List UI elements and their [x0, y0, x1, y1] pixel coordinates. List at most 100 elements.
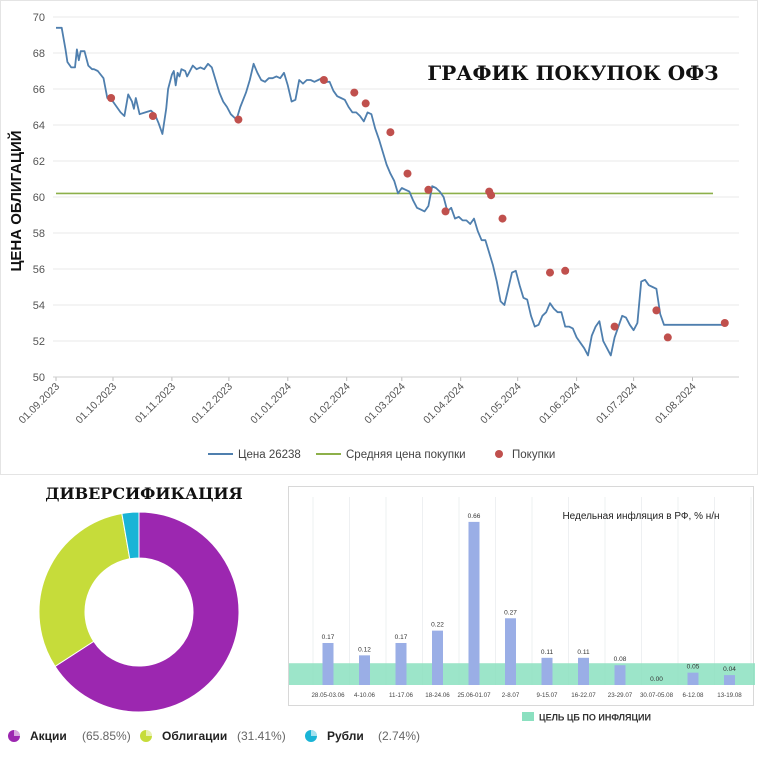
inflation-value-label: 0.11 — [577, 649, 590, 656]
donut-legend: Акции (65.85%) Облигации (31.41%) Рубли (2.74… — [0, 722, 758, 752]
donut-slice — [54, 511, 240, 713]
purchase-point — [234, 115, 243, 124]
x-tick-label: 01.11.2023 — [133, 381, 178, 426]
y-tick-label: 68 — [33, 48, 45, 60]
donut-slices — [38, 511, 240, 713]
purchase-point — [361, 99, 370, 108]
ofz-chart-panel: 50 52 54 56 58 60 62 64 66 68 70 01.09.2023 01.10.2… — [0, 0, 758, 475]
purchase-point — [350, 88, 359, 97]
ofz-price-chart: 50 52 54 56 58 60 62 64 66 68 70 01.09.2023 01.10.2… — [7, 12, 739, 461]
inflation-value-label: 0.05 — [687, 664, 700, 671]
y-tick-label: 54 — [33, 300, 45, 312]
legend-dot-highlight — [311, 730, 317, 736]
inflation-category-label: 2-8.07 — [502, 692, 520, 699]
inflation-category-label: 16-22.07 — [571, 692, 596, 699]
donut-slice — [121, 511, 140, 560]
y-gridlines — [53, 16, 739, 381]
diversification-panel: ДИВЕРСИФИКАЦИЯ — [0, 478, 285, 758]
inflation-legend-svg: ЦЕЛЬ ЦБ ПО ИНФЛЯЦИИ — [522, 712, 651, 723]
inflation-gridlines — [312, 497, 752, 685]
inflation-category-label: 9-15.07 — [537, 692, 559, 699]
purchase-point — [424, 185, 433, 194]
inflation-bar — [541, 657, 553, 685]
purchase-point — [487, 191, 496, 200]
y-tick-labels: 50 52 54 56 58 60 62 64 66 68 70 — [33, 12, 45, 384]
inflation-title: Недельная инфляция в РФ, % н/н — [562, 510, 719, 522]
cb-target-band — [289, 663, 755, 685]
y-tick-label: 60 — [33, 192, 45, 204]
target-band-swatch — [522, 712, 534, 721]
purchase-point — [546, 268, 554, 277]
inflation-value-label: 0.12 — [358, 646, 371, 653]
inflation-category-label: 4-10.06 — [354, 692, 376, 699]
donut-slice — [38, 512, 131, 668]
inflation-category-label: 23-29.07 — [608, 692, 633, 699]
inflation-value-label: 0.66 — [468, 513, 481, 520]
y-tick-label: 66 — [33, 84, 45, 96]
purchase-point — [386, 128, 395, 137]
chart-legend: Цена 26238 Средняя цена покупки Покупки — [208, 449, 555, 461]
x-tick-label: 01.06.2024 — [537, 381, 583, 427]
purchase-point — [319, 76, 328, 84]
y-tick-label: 70 — [33, 12, 45, 24]
inflation-bar — [395, 642, 407, 685]
inflation-category-label: 18-24.06 — [425, 692, 450, 699]
price-line — [56, 26, 725, 357]
legend-pct: (31.41%) — [237, 729, 286, 743]
legend-dot-highlight — [146, 730, 152, 736]
y-tick-label: 62 — [33, 156, 45, 168]
inflation-category-label: 30.07-05.08 — [640, 692, 674, 699]
inflation-value-label: 0.08 — [614, 656, 627, 663]
purchase-point — [663, 333, 672, 342]
purchase-point — [720, 319, 729, 327]
x-tick-label: 01.05.2024 — [478, 381, 524, 427]
purchase-point — [403, 169, 412, 178]
purchase-point — [610, 322, 619, 331]
inflation-bar — [432, 630, 443, 685]
x-tick-label: 01.10.2023 — [73, 381, 119, 427]
inflation-value-label: 0.04 — [723, 666, 736, 673]
inflation-category-label: 28.05-03.06 — [311, 692, 345, 699]
legend-avg-label: Средняя цена покупки — [346, 449, 466, 461]
inflation-category-labels: 28.05-03.06 4-10.06 11-17.06 18-24.06 25.06-… — [311, 692, 742, 699]
legend-pct: (2.74%) — [378, 729, 420, 743]
donut-title: ДИВЕРСИФИКАЦИЯ — [45, 484, 243, 503]
purchase-point — [498, 214, 507, 223]
inflation-value-label: 0.22 — [431, 622, 444, 629]
y-tick-label: 58 — [33, 228, 45, 240]
purchase-point — [441, 207, 450, 216]
diversification-donut: ДИВЕРСИФИКАЦИЯ — [38, 484, 243, 713]
y-tick-label: 50 — [33, 372, 45, 384]
x-tick-label: 01.09.2023 — [16, 381, 62, 427]
x-tick-label: 01.04.2024 — [421, 381, 467, 427]
y-axis-label: ЦЕНА ОБЛИГАЦИЙ — [7, 130, 25, 271]
donut-legend-svg: Акции (65.85%) Облигации (31.41%) Рубли (2.74… — [8, 729, 420, 743]
inflation-bar — [578, 657, 589, 685]
y-tick-label: 52 — [33, 336, 45, 348]
legend-buy-label: Покупки — [512, 449, 555, 461]
inflation-category-label: 13-19.08 — [717, 692, 742, 699]
inflation-value-label: 0.27 — [504, 609, 517, 616]
legend-label: Облигации — [162, 729, 227, 743]
inflation-bar — [359, 655, 370, 685]
x-tick-label: 01.12.2023 — [189, 381, 235, 427]
y-tick-label: 64 — [33, 120, 45, 132]
target-band-rect — [289, 663, 755, 685]
inflation-bar — [614, 665, 626, 685]
inflation-bar — [687, 672, 699, 685]
inflation-bars: 0.17 0.12 0.17 0.22 0.66 0.27 0.11 0.11 0.08 0.00… — [322, 513, 736, 685]
legend-label: Рубли — [327, 729, 364, 743]
inflation-value-label: 0.17 — [322, 634, 335, 641]
legend-price-label: Цена 26238 — [238, 449, 301, 461]
x-tick-label: 01.02.2024 — [307, 381, 353, 427]
x-tick-labels: 01.09.2023 01.10.2023 01.11.2023 01.12.2023… — [16, 381, 698, 427]
inflation-bar — [724, 675, 735, 685]
price-series — [56, 26, 725, 357]
inflation-category-label: 11-17.06 — [389, 692, 414, 699]
x-tick-label: 01.01.2024 — [248, 381, 294, 427]
inflation-value-label: 0.11 — [541, 649, 554, 656]
purchase-point — [561, 266, 570, 275]
inflation-bar — [468, 521, 480, 685]
inflation-category-label: 6-12.08 — [683, 692, 705, 699]
x-tick-label: 01.03.2024 — [362, 381, 408, 427]
